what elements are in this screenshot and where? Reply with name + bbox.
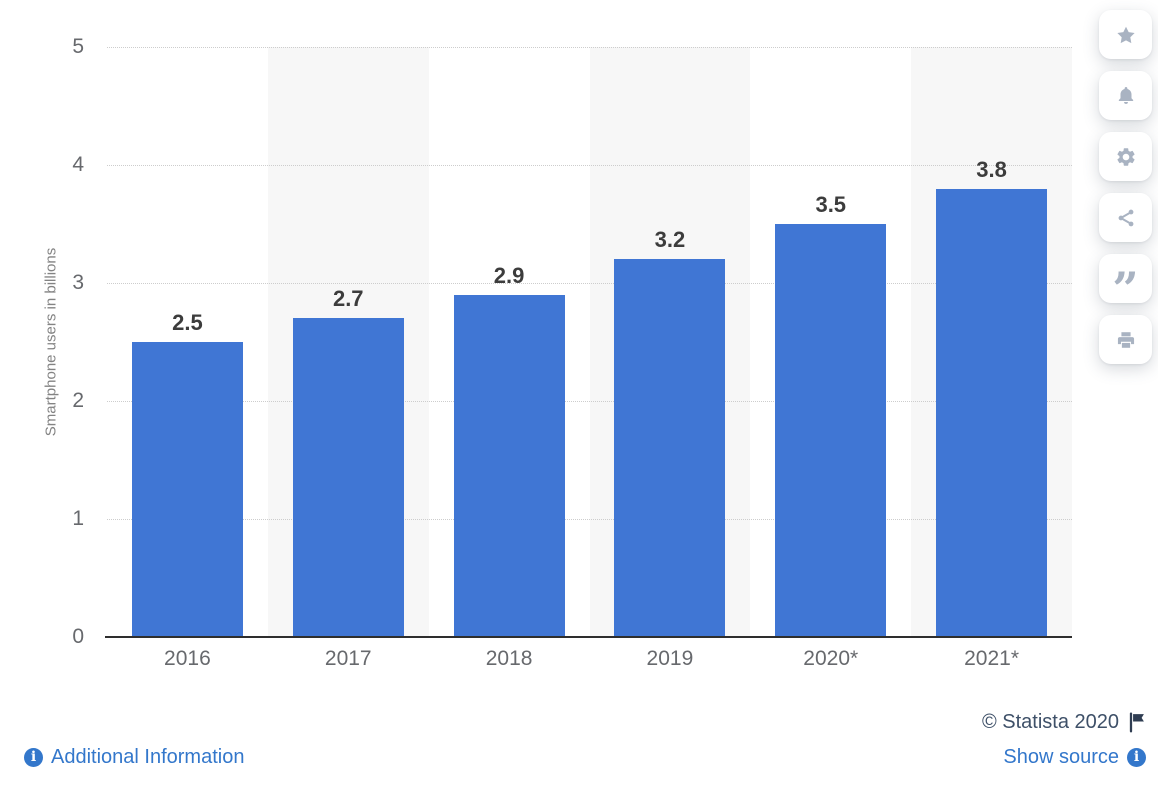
bar-value-label: 2.9 <box>493 262 525 288</box>
show-source-link[interactable]: Show source i <box>1003 746 1146 768</box>
grid-line <box>107 283 1072 284</box>
share-icon <box>1115 207 1137 229</box>
bar <box>775 224 887 637</box>
cite-button[interactable]: ” <box>1099 254 1152 312</box>
bar <box>614 259 726 637</box>
additional-information-link[interactable]: i Additional Information <box>24 746 244 768</box>
info-icon: i <box>1127 747 1146 767</box>
bar-value-label: 3.2 <box>654 227 686 253</box>
y-tick-label: 0 <box>72 625 84 648</box>
bar <box>131 342 243 637</box>
y-tick-label: 1 <box>72 507 84 530</box>
grid-line <box>107 165 1072 166</box>
y-tick-label: 3 <box>72 271 84 294</box>
copyright-notice: © Statista 2020 <box>982 711 1146 733</box>
x-tick-label: 2020* <box>803 647 859 670</box>
share-button[interactable] <box>1099 193 1152 242</box>
favorite-button[interactable] <box>1099 10 1152 59</box>
print-button[interactable] <box>1099 315 1152 364</box>
grid-line <box>107 401 1072 402</box>
x-tick-label: 2021* <box>964 647 1020 670</box>
x-tick-label: 2016 <box>164 647 211 670</box>
y-tick-label: 2 <box>72 389 84 412</box>
settings-button[interactable] <box>1099 132 1152 181</box>
report-flag-icon[interactable] <box>1127 712 1146 733</box>
y-tick-label: 4 <box>72 153 84 176</box>
y-axis-title: Smartphone users in billions <box>42 247 60 437</box>
x-tick-label: 2018 <box>485 647 533 670</box>
show-source-label: Show source <box>1003 746 1119 768</box>
bar <box>453 294 565 637</box>
star-icon <box>1115 24 1137 46</box>
bar <box>292 318 404 637</box>
grid-line <box>107 519 1072 520</box>
bar <box>936 188 1048 637</box>
grid-line <box>107 47 1072 48</box>
x-tick-label: 2017 <box>324 647 372 670</box>
y-tick-label: 5 <box>72 35 84 58</box>
additional-information-label: Additional Information <box>51 746 245 768</box>
x-tick-label: 2019 <box>646 647 694 670</box>
printer-icon <box>1115 329 1137 351</box>
bar-value-label: 2.5 <box>172 310 203 335</box>
bar-value-label: 3.8 <box>976 156 1007 182</box>
info-icon: i <box>24 747 43 767</box>
gear-icon <box>1115 146 1137 168</box>
bell-icon <box>1115 85 1137 107</box>
copyright-text: © Statista 2020 <box>981 711 1119 733</box>
bar-value-label: 3.5 <box>815 192 847 217</box>
bar-value-label: 2.7 <box>332 286 364 312</box>
x-axis-line <box>105 636 1072 638</box>
notifications-button[interactable] <box>1099 71 1152 120</box>
